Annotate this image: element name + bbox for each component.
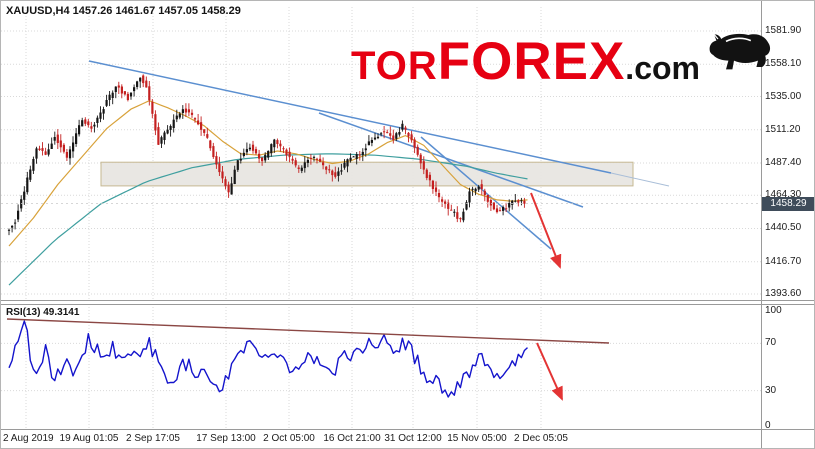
rsi-axis-label: 30: [765, 384, 777, 396]
price-axis-label: 1393.60: [765, 288, 802, 299]
time-axis-label: 19 Aug 01:05: [59, 433, 119, 444]
time-axis-label: 15 Nov 05:00: [447, 433, 507, 444]
price-axis-label: 1558.10: [765, 58, 802, 70]
logo-text-tor: TOR: [351, 44, 438, 88]
bull-icon: [709, 33, 771, 70]
price-axis-label: 1535.00: [765, 90, 802, 102]
price-axis-label: 1464.30: [765, 189, 802, 201]
price-axis-label: 1511.20: [765, 123, 801, 135]
time-axis-label: 2 Oct 05:00: [263, 433, 315, 444]
rsi-axis-label: 100: [765, 305, 782, 316]
time-axis-label: 2 Dec 05:05: [514, 433, 568, 444]
time-axis-label: 2 Aug 2019: [3, 433, 54, 444]
price-axis-label: 1581.90: [765, 25, 802, 36]
logo-text-com: .com: [625, 50, 700, 86]
price-axis-label: 1487.40: [765, 156, 802, 168]
time-axis-label: 17 Sep 13:00: [196, 433, 256, 444]
current-price-badge: 1458.29: [762, 196, 814, 211]
logo-text-forex: FOREX: [437, 32, 626, 91]
rsi-indicator-label: RSI(13) 49.3141: [6, 307, 80, 318]
time-axis-label: 16 Oct 21:00: [323, 433, 381, 444]
logo: TOR FOREX .com: [351, 31, 774, 92]
rsi-axis-label: 0: [765, 420, 771, 431]
symbol-ohlc-title: XAUUSD,H4 1457.26 1461.67 1457.05 1458.2…: [6, 5, 241, 17]
time-axis-label: 31 Oct 12:00: [384, 433, 442, 444]
rsi-axis-label: 70: [765, 337, 777, 349]
price-axis-label: 1416.70: [765, 255, 802, 267]
price-axis-label: 1440.50: [765, 222, 802, 234]
time-axis-label: 2 Sep 17:05: [126, 433, 180, 444]
